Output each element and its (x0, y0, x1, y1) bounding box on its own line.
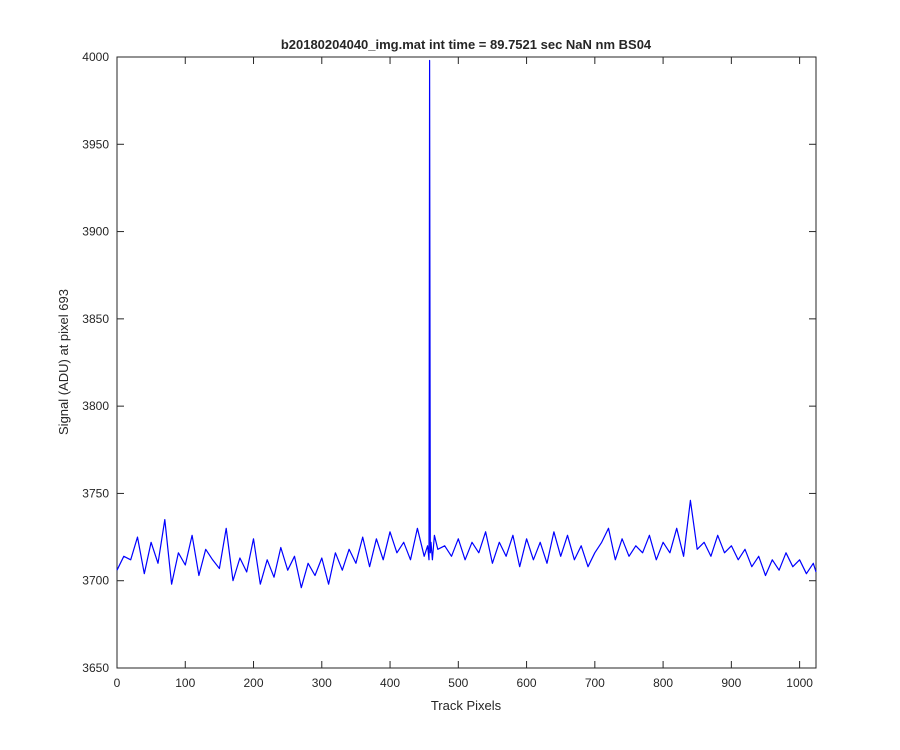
y-axis-ticks: 3650 3700 3750 3800 3850 3900 3950 4000 (82, 50, 816, 675)
x-tick-label: 800 (653, 676, 673, 690)
x-tick-label: 200 (244, 676, 264, 690)
x-tick-label: 300 (312, 676, 332, 690)
x-tick-label: 700 (585, 676, 605, 690)
y-tick-label: 3850 (82, 312, 109, 326)
x-axis-ticks: 0 100 200 300 400 500 600 700 800 900 1000 (114, 57, 813, 690)
x-tick-label: 900 (721, 676, 741, 690)
y-tick-label: 3750 (82, 486, 109, 500)
x-tick-label: 100 (175, 676, 195, 690)
x-tick-label: 400 (380, 676, 400, 690)
series-lines (116, 59, 817, 589)
x-axis-label: Track Pixels (431, 698, 502, 713)
x-tick-label: 500 (448, 676, 468, 690)
y-tick-label: 3950 (82, 137, 109, 151)
y-tick-label: 3900 (82, 225, 109, 239)
x-tick-label: 0 (114, 676, 121, 690)
y-tick-label: 4000 (82, 50, 109, 64)
x-tick-label: 600 (517, 676, 537, 690)
plot-area (116, 56, 817, 669)
series-line (116, 59, 817, 589)
y-axis-label: Signal (ADU) at pixel 693 (56, 289, 71, 435)
y-tick-label: 3800 (82, 399, 109, 413)
x-tick-label: 1000 (786, 676, 813, 690)
y-tick-label: 3700 (82, 574, 109, 588)
chart-title: b20180204040_img.mat int time = 89.7521 … (281, 37, 652, 52)
y-tick-label: 3650 (82, 661, 109, 675)
